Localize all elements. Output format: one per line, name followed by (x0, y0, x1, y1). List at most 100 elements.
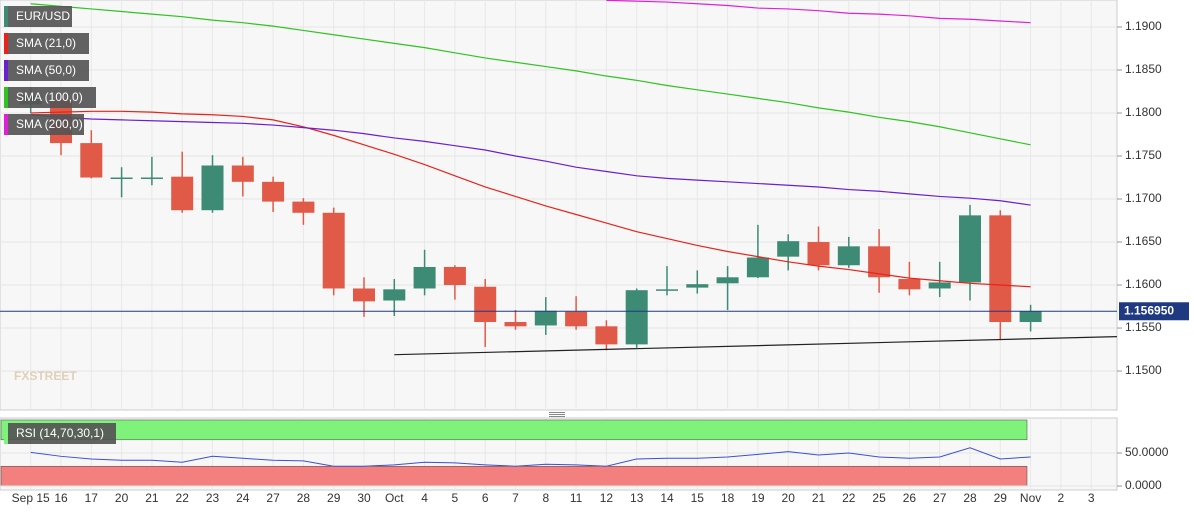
candle-body (231, 165, 254, 182)
legend-label: EUR/USD (16, 9, 70, 23)
x-tick-label: 12 (600, 491, 614, 505)
sma-line (606, 0, 1031, 24)
legend-label: SMA (100,0) (16, 90, 83, 104)
x-tick-label: 2 (1058, 491, 1065, 505)
candle-body (292, 201, 315, 213)
candle-body (837, 246, 860, 266)
legend-box[interactable] (4, 87, 96, 108)
x-tick-label: 20 (115, 491, 129, 505)
candle-body (595, 326, 618, 345)
y-tick-label: 1.1850 (1125, 62, 1162, 76)
candle-body (140, 177, 163, 180)
trendline (394, 336, 1117, 356)
legend-swatch (4, 6, 8, 27)
candle-body (716, 277, 739, 284)
candle-body (565, 311, 588, 327)
last-price-label: 1.156950 (1124, 303, 1174, 317)
main-plot (0, 0, 1117, 410)
legend-box[interactable] (4, 114, 84, 135)
legend-box[interactable] (4, 60, 89, 81)
candle-body (898, 279, 921, 290)
legend-swatch (4, 60, 8, 81)
x-tick-label: 15 (691, 491, 705, 505)
legend-label: RSI (14,70,30,1) (16, 426, 104, 440)
y-tick-label: 1.1650 (1125, 234, 1162, 248)
x-tick-label: 7 (512, 491, 519, 505)
candle-body (868, 246, 891, 278)
x-tick-label: 17 (85, 491, 99, 505)
last-price-box (1119, 302, 1189, 321)
legend-box[interactable] (4, 6, 72, 27)
sma-line (30, 110, 1031, 288)
x-tick-label: 8 (542, 491, 549, 505)
x-tick-label: 28 (297, 491, 311, 505)
y-tick-label: 1.1900 (1125, 19, 1162, 33)
x-tick-label: 21 (812, 491, 826, 505)
sma-line (30, 114, 1031, 206)
legend-label: SMA (200,0) (16, 117, 83, 131)
x-tick-label: 29 (327, 491, 341, 505)
x-tick-label: 14 (660, 491, 674, 505)
legend-box[interactable] (4, 423, 116, 444)
x-tick-label: Sep 15 (12, 491, 50, 505)
x-tick-label: 22 (842, 491, 856, 505)
y-tick-label: 0.0000 (1125, 478, 1162, 492)
x-tick-label: Nov (1020, 491, 1041, 505)
x-tick-label: 19 (751, 491, 765, 505)
candle-body (201, 165, 224, 211)
x-tick-label: Oct (385, 491, 404, 505)
candle-body (534, 310, 557, 326)
candle-body (443, 266, 466, 286)
candle-body (353, 288, 375, 302)
legend-swatch (4, 423, 8, 444)
x-tick-label: 24 (236, 491, 250, 505)
x-tick-label: 23 (206, 491, 220, 505)
rsi-line (30, 447, 1031, 467)
legend-label: SMA (21,0) (16, 36, 76, 50)
sma-line (30, 3, 1031, 146)
main-panel (0, 0, 1118, 411)
candle-body (959, 215, 981, 283)
candle-body (777, 241, 800, 257)
x-tick-label: 22 (176, 491, 190, 505)
legend-swatch (4, 114, 8, 135)
y-tick-label: 1.1550 (1125, 320, 1162, 334)
candle-body (80, 143, 103, 178)
x-tick-label: 26 (903, 491, 917, 505)
x-tick-label: 5 (452, 491, 459, 505)
candle-body (656, 289, 678, 291)
x-tick-label: 27 (266, 491, 280, 505)
legend-swatch (4, 87, 8, 108)
y-tick-label: 1.1500 (1125, 363, 1162, 377)
y-tick-label: 1.1600 (1125, 277, 1162, 291)
candle-body (171, 176, 194, 211)
x-tick-label: 29 (994, 491, 1008, 505)
x-tick-label: 18 (721, 491, 735, 505)
rsi-band (0, 465, 1028, 487)
candle-body (383, 289, 406, 301)
x-tick-label: 30 (357, 491, 371, 505)
x-tick-label: 28 (963, 491, 977, 505)
x-tick-label: 16 (54, 491, 68, 505)
candle-body (928, 282, 951, 289)
candle-body (625, 290, 648, 345)
candle-body (989, 215, 1012, 323)
candle-body (504, 322, 527, 327)
y-tick-label: 1.1800 (1125, 105, 1162, 119)
rsi-plot (0, 418, 1117, 490)
x-tick-label: 13 (630, 491, 644, 505)
candle-body (262, 181, 285, 202)
rsi-band (0, 419, 1028, 441)
candle-body (1019, 311, 1042, 323)
x-tick-label: 21 (145, 491, 159, 505)
candle-body (807, 242, 830, 266)
legend-box[interactable] (4, 33, 89, 54)
y-tick-label: 50.0000 (1125, 445, 1169, 459)
x-tick-label: 27 (933, 491, 947, 505)
x-tick-label: 4 (421, 491, 428, 505)
candle-body (746, 257, 769, 278)
x-tick-label: 11 (570, 491, 583, 505)
y-tick-label: 1.1700 (1125, 191, 1162, 205)
y-tick-label: 1.1750 (1125, 148, 1162, 162)
